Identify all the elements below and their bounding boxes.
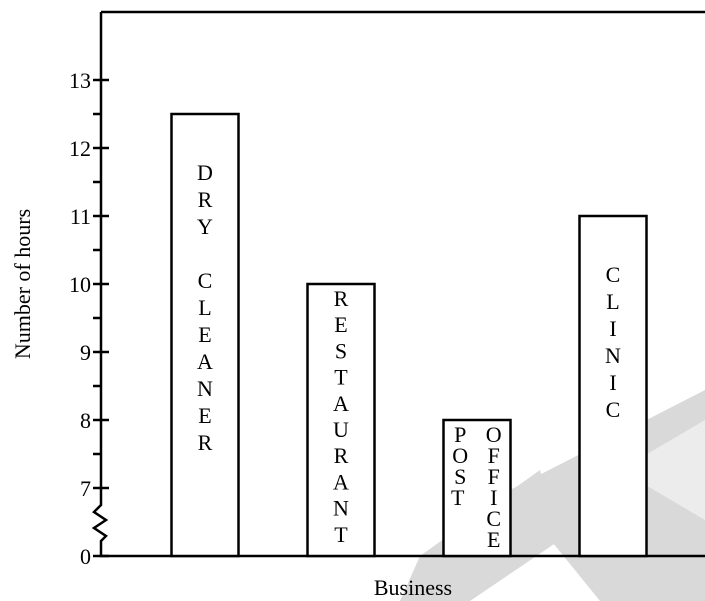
y-tick-label: 12: [69, 136, 91, 161]
bar: [578, 214, 648, 558]
y-tick-label: 7: [80, 476, 91, 501]
bar: [170, 112, 240, 558]
y-tick-label: 11: [70, 204, 91, 229]
bar: [306, 282, 376, 558]
bar: [442, 418, 512, 558]
y-tick-label: 0: [80, 544, 91, 569]
y-tick-label: 10: [69, 272, 91, 297]
y-axis-label: Number of hours: [10, 209, 35, 359]
y-tick-label: 13: [69, 68, 91, 93]
watermark: [620, 420, 705, 520]
axes: [91, 12, 705, 558]
y-tick-label: 8: [80, 408, 91, 433]
x-axis-label: Business: [374, 575, 452, 600]
y-tick-label: 9: [80, 340, 91, 365]
